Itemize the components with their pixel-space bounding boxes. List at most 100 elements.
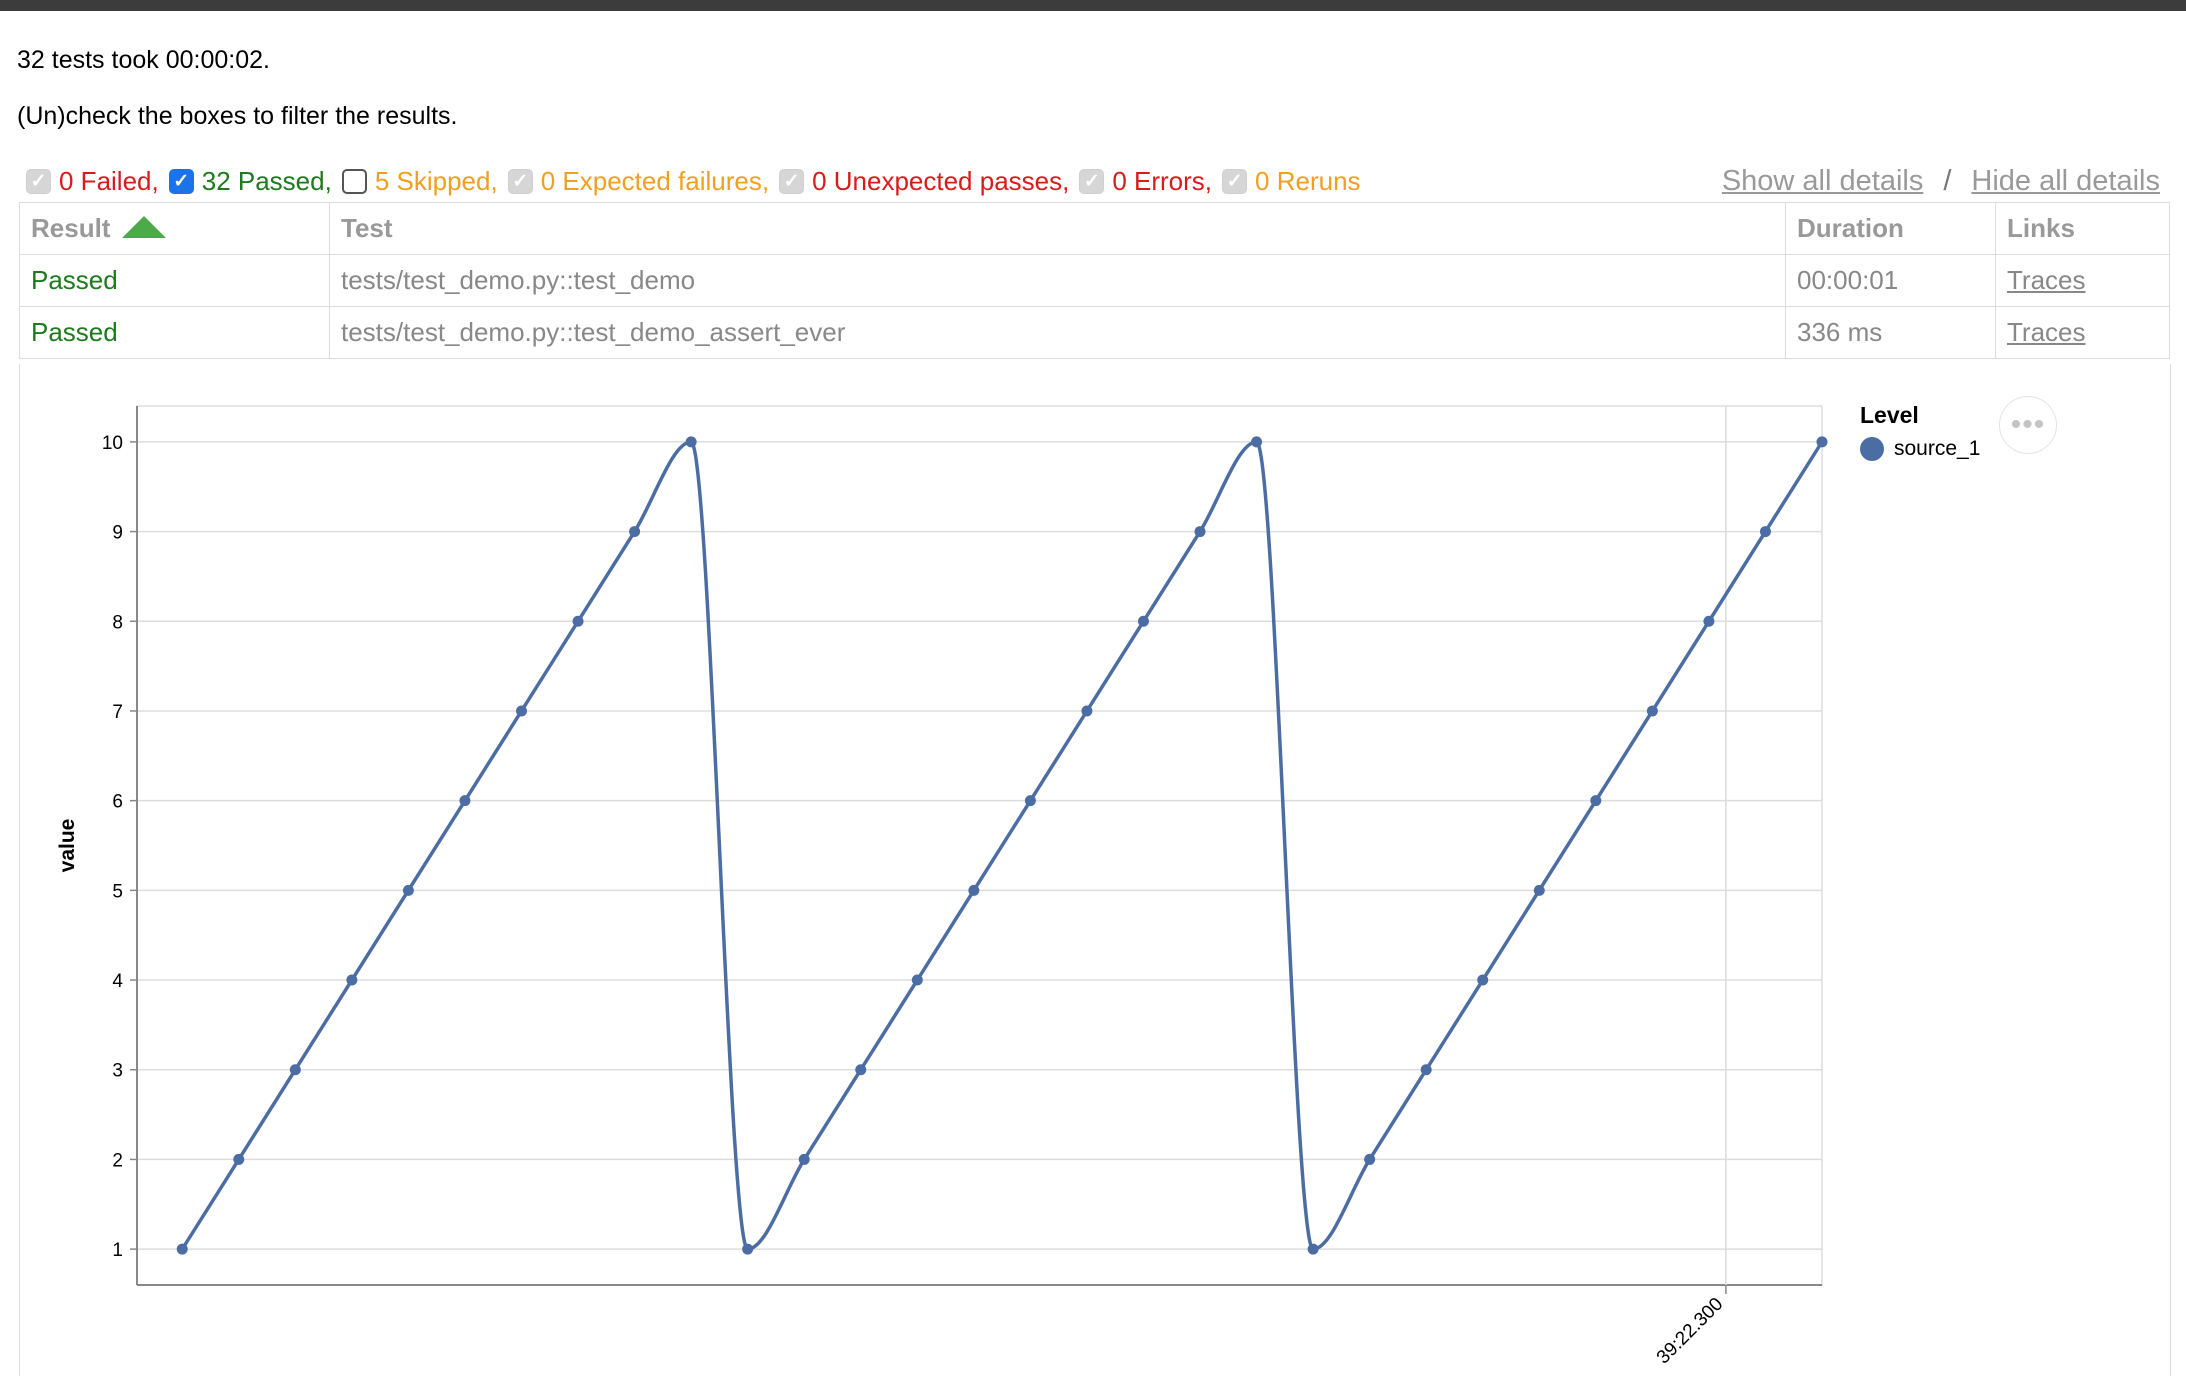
filter-expected-failures[interactable]: ✓ 0 Expected failures, (507, 165, 770, 197)
y-tick-label: 1 (112, 1240, 123, 1261)
passed-checkbox[interactable]: ✓ (168, 168, 194, 194)
data-point (1703, 615, 1715, 627)
column-header-result[interactable]: Result (19, 202, 330, 255)
y-tick-label: 10 (102, 433, 123, 454)
result-cell: Passed (19, 306, 330, 359)
column-header-links: Links (1995, 202, 2170, 255)
y-tick-label: 8 (112, 612, 123, 633)
reruns-checkbox[interactable]: ✓ (1222, 168, 1248, 194)
filter-reruns-label: 0 Reruns (1255, 165, 1361, 196)
run-summary: 32 tests took 00:00:02. (17, 46, 270, 74)
result-header-label: Result (31, 213, 111, 243)
filter-failed[interactable]: ✓ 0 Failed, (26, 166, 159, 197)
legend-swatch (1860, 437, 1884, 461)
data-point (176, 1243, 188, 1255)
top-bar (0, 0, 2186, 11)
legend-title: Level (1860, 402, 1919, 428)
y-tick-label: 7 (112, 702, 123, 723)
data-point (1024, 795, 1036, 807)
data-point (1194, 526, 1206, 538)
filter-reruns[interactable]: ✓ 0 Reruns (1222, 166, 1361, 197)
results-table: Result Test Duration Links Passed tests/… (19, 202, 2170, 359)
data-point (911, 974, 923, 986)
test-header-label: Test (341, 213, 393, 243)
data-point (572, 615, 584, 627)
y-tick-label: 3 (112, 1061, 123, 1082)
filter-unexpected-passes-label: 0 Unexpected passes, (812, 165, 1070, 196)
test-name-cell: tests/test_demo.py::test_demo (329, 254, 1786, 307)
data-point (1420, 1064, 1432, 1076)
data-point (629, 526, 641, 538)
data-point (515, 705, 527, 717)
y-tick-label: 6 (112, 792, 123, 813)
table-row[interactable]: Passed tests/test_demo.py::test_demo 00:… (19, 254, 2170, 307)
data-point (289, 1064, 301, 1076)
hide-all-details-link[interactable]: Hide all details (1971, 164, 2160, 197)
legend-label: source_1 (1894, 437, 1981, 460)
duration-cell: 00:00:01 (1785, 254, 1996, 307)
filter-failed-label: 0 Failed, (59, 165, 159, 196)
skipped-checkbox[interactable] (341, 168, 367, 194)
data-point (968, 884, 980, 896)
filter-passed-label: 32 Passed, (201, 165, 332, 196)
data-point (233, 1153, 245, 1165)
data-point (459, 795, 471, 807)
filter-hint: (Un)check the boxes to filter the result… (17, 102, 458, 130)
y-axis-title: value (56, 819, 79, 873)
data-point (685, 436, 697, 448)
details-toggle: Show all details / Hide all details (1722, 164, 2160, 198)
data-point (1816, 436, 1828, 448)
data-point (1533, 884, 1545, 896)
details-separator: / (1943, 164, 1952, 197)
data-point (1081, 705, 1093, 717)
duration-header-label: Duration (1797, 213, 1904, 243)
filter-skipped-label: 5 Skipped, (374, 165, 498, 196)
data-point (1307, 1243, 1319, 1255)
filter-passed[interactable]: ✓ 32 Passed, (168, 165, 332, 197)
data-point (798, 1153, 810, 1165)
filter-errors[interactable]: ✓ 0 Errors, (1079, 166, 1212, 197)
table-row[interactable]: Passed tests/test_demo.py::test_demo_ass… (19, 306, 2170, 359)
data-point (742, 1243, 754, 1255)
data-point (855, 1064, 867, 1076)
data-point (402, 884, 414, 896)
data-point (1364, 1153, 1376, 1165)
data-point (346, 974, 358, 986)
data-point (1251, 436, 1263, 448)
chart-actions-button[interactable]: ••• (1999, 396, 2057, 454)
unexpected-passes-checkbox[interactable]: ✓ (779, 168, 805, 194)
y-tick-label: 9 (112, 523, 123, 544)
trace-chart-panel: 1 2 3 4 5 6 7 8 9 10 39:22.300 value (19, 364, 2171, 1376)
data-point (1137, 615, 1149, 627)
column-header-duration[interactable]: Duration (1785, 202, 1996, 255)
value-line-chart: 1 2 3 4 5 6 7 8 9 10 39:22.300 value (56, 405, 1828, 1369)
data-point (1646, 705, 1658, 717)
legend-item-source-1[interactable]: source_1 (1860, 437, 1980, 461)
traces-link[interactable]: Traces (2007, 317, 2086, 347)
column-header-test[interactable]: Test (329, 202, 1786, 255)
data-point (1759, 526, 1771, 538)
data-point (1477, 974, 1489, 986)
filter-unexpected-passes[interactable]: ✓ 0 Unexpected passes, (779, 166, 1069, 197)
ellipsis-icon: ••• (2010, 408, 2046, 441)
test-name-cell: tests/test_demo.py::test_demo_assert_eve… (329, 306, 1786, 359)
filter-expected-failures-label: 0 Expected failures, (540, 165, 770, 196)
result-filters: ✓ 0 Failed, ✓ 32 Passed, 5 Skipped, ✓ 0 … (26, 164, 1371, 198)
filter-errors-label: 0 Errors, (1112, 165, 1213, 196)
show-all-details-link[interactable]: Show all details (1721, 164, 1924, 197)
table-header-row: Result Test Duration Links (19, 202, 2170, 255)
x-tick-label: 39:22.300 (1653, 1294, 1728, 1369)
links-header-label: Links (2007, 213, 2075, 243)
errors-checkbox[interactable]: ✓ (1079, 168, 1105, 194)
data-point (1590, 795, 1602, 807)
links-cell: Traces (1995, 306, 2170, 359)
sort-ascending-icon (122, 216, 167, 239)
failed-checkbox[interactable]: ✓ (26, 168, 51, 194)
traces-link[interactable]: Traces (2007, 265, 2086, 295)
y-tick-label: 5 (112, 881, 123, 902)
duration-cell: 336 ms (1785, 306, 1996, 359)
filter-skipped[interactable]: 5 Skipped, (341, 165, 498, 197)
y-tick-label: 2 (112, 1150, 123, 1171)
y-tick-label: 4 (112, 971, 123, 992)
expected-failures-checkbox[interactable]: ✓ (507, 168, 533, 194)
